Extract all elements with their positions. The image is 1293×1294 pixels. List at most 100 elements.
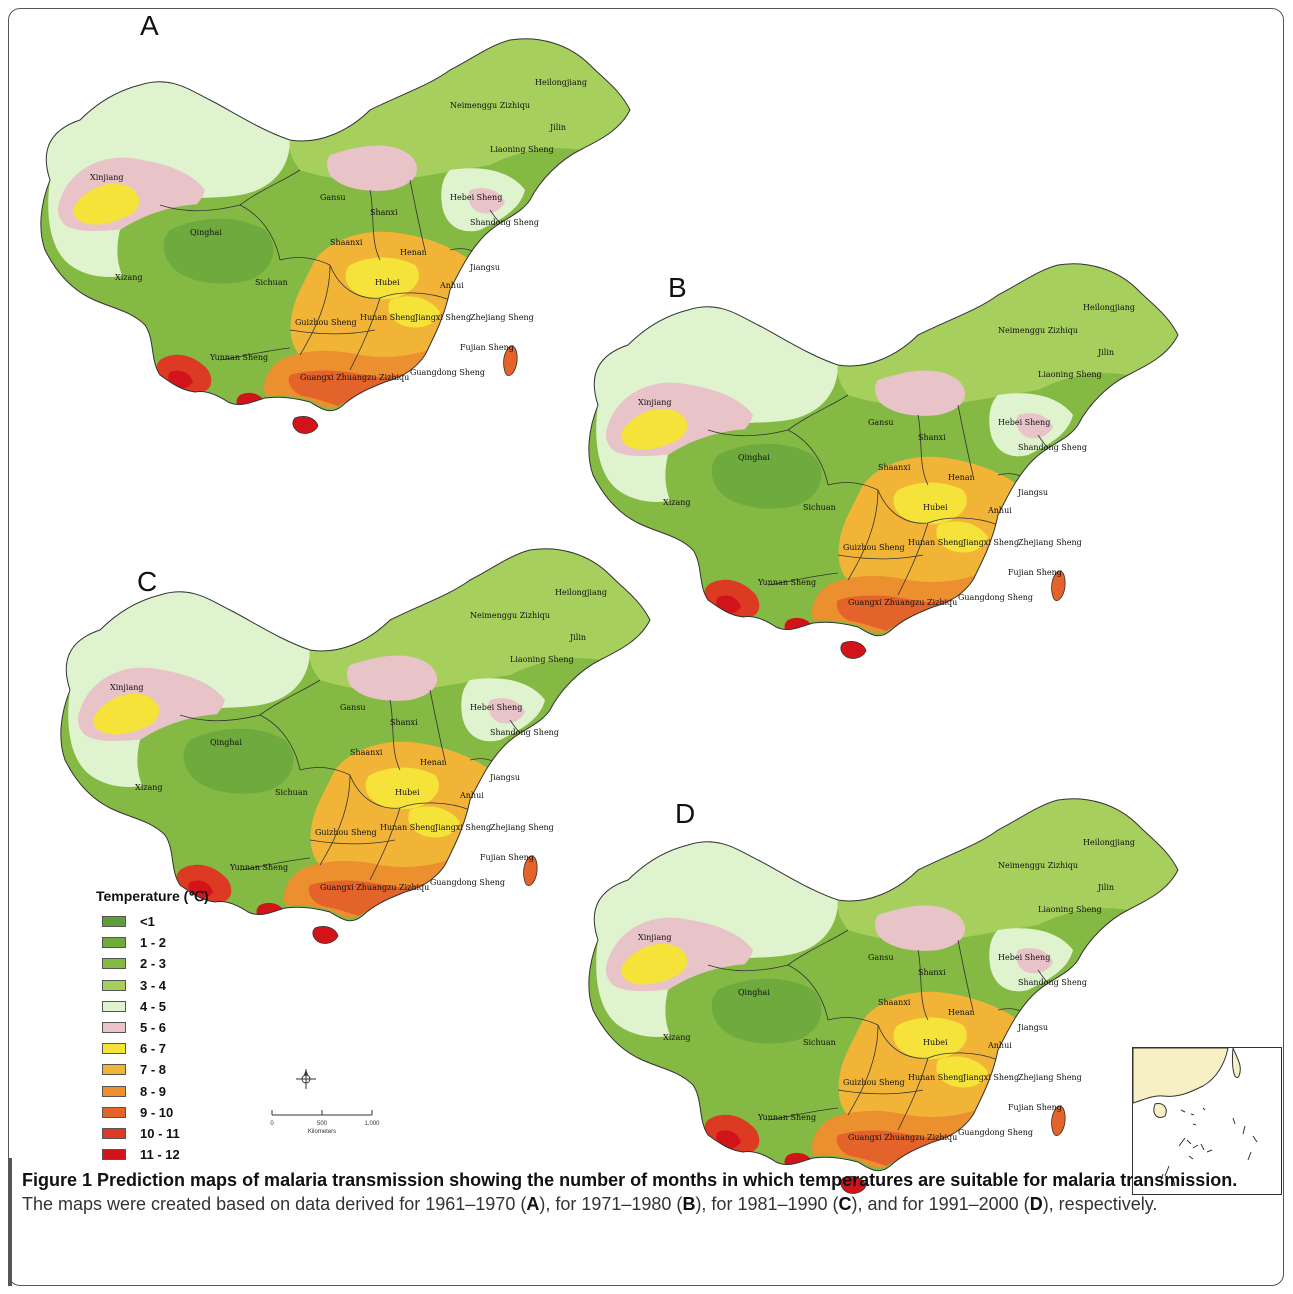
legend-item: 1 - 2	[96, 932, 266, 953]
province-label-shandong: Shandong Sheng	[470, 218, 539, 227]
temperature-band	[936, 1056, 988, 1088]
figure-caption: Figure 1 Prediction maps of malaria tran…	[22, 1168, 1272, 1216]
temperature-band	[468, 188, 505, 214]
province-border	[329, 264, 381, 299]
province-label-jilin: Jilin	[1097, 348, 1114, 357]
temperature-band	[875, 370, 966, 416]
province-border	[409, 179, 426, 251]
legend-item: 10 - 11	[96, 1123, 266, 1144]
province-border	[259, 679, 321, 716]
province-border	[847, 1024, 879, 1116]
temperature-band	[388, 296, 440, 328]
temperature-band	[836, 593, 968, 631]
temperature-band	[168, 370, 193, 389]
temperature-band	[936, 521, 988, 553]
province-label-neimenggu: Neimenggu Zizhiqu	[450, 101, 530, 110]
province-label-zhejiang: Zhejiang Sheng	[490, 823, 554, 832]
province-label-heilongjiang: Heilongjiang	[1083, 838, 1135, 847]
temperature-band	[1016, 413, 1053, 439]
country-border	[588, 798, 1179, 1172]
caption-text-3: ), for 1981–1990 (	[695, 1194, 839, 1214]
temperature-legend: Temperature (℃) <1 1 - 2 2 - 3 3 - 4 4 - 5 5 …	[96, 888, 266, 1165]
legend-swatch	[102, 1064, 126, 1076]
province-label-guangdong: Guangdong Sheng	[410, 368, 485, 377]
temperature-band	[621, 408, 688, 450]
legend-item: 11 - 12	[96, 1144, 266, 1165]
province-border	[389, 699, 401, 771]
figure-frame	[8, 8, 1284, 1286]
province-label-liaoning: Liaoning Sheng	[510, 655, 574, 664]
legend-swatch	[102, 1022, 126, 1034]
province-label-xizang: Xizang	[115, 273, 143, 282]
legend-item: 3 - 4	[96, 975, 266, 996]
legend-swatch	[102, 1000, 126, 1012]
legend-item: 5 - 6	[96, 1017, 266, 1038]
caption-ref-c: C	[838, 1194, 852, 1214]
legend-label: 5 - 6	[140, 1020, 167, 1036]
province-label-shaanxi: Shaanxi	[330, 238, 363, 247]
province-label-jilin: Jilin	[1097, 883, 1114, 892]
province-label-xizang: Xizang	[135, 783, 163, 792]
province-label-shandong: Shandong Sheng	[490, 728, 559, 737]
province-label-qinghai: Qinghai	[738, 453, 770, 462]
country-border	[588, 263, 1179, 637]
caption-accent-bar	[8, 1158, 12, 1286]
province-label-guizhou: Guizhou Sheng	[843, 1078, 905, 1087]
province-label-qinghai: Qinghai	[210, 738, 242, 747]
scale-bar: 0 500 1,000 Kilometers	[268, 1065, 388, 1145]
legend-label: 7 - 8	[140, 1062, 167, 1078]
temperature-band	[347, 655, 438, 701]
temperature-band	[408, 806, 460, 838]
province-border	[299, 767, 351, 776]
legend-title: Temperature (℃)	[96, 888, 209, 904]
province-label-neimenggu: Neimenggu Zizhiqu	[470, 611, 550, 620]
province-label-xizang: Xizang	[663, 1033, 691, 1042]
legend-swatch	[102, 916, 126, 928]
temperature-band	[93, 693, 160, 735]
province-label-jiangxi: Jiangxi Sheng	[434, 823, 491, 832]
province-label-guangxi: Guangxi Zhuangzu Zizhiqu	[848, 1133, 957, 1142]
province-label-guangxi: Guangxi Zhuangzu Zizhiqu	[320, 883, 429, 892]
province-label-shaanxi: Shaanxi	[878, 998, 911, 1007]
province-label-jiangxi: Jiangxi Sheng	[414, 313, 471, 322]
legend-item: 8 - 9	[96, 1081, 266, 1102]
province-label-neimenggu: Neimenggu Zizhiqu	[998, 861, 1078, 870]
province-label-liaoning: Liaoning Sheng	[490, 145, 554, 154]
province-border	[837, 1089, 924, 1095]
province-label-shaanxi: Shaanxi	[878, 463, 911, 472]
province-label-anhui: Anhui	[439, 281, 464, 290]
province-label-shaanxi: Shaanxi	[350, 748, 383, 757]
province-label-liaoning: Liaoning Sheng	[1038, 370, 1102, 379]
temperature-band	[716, 1130, 741, 1149]
province-border	[767, 1107, 839, 1121]
temperature-band	[290, 231, 479, 372]
panel-letter-d: D	[675, 798, 696, 829]
temperature-band	[365, 767, 439, 810]
panel-letter-c: C	[137, 566, 158, 597]
map-panel-b: Heilongjiang Neimenggu Zizhiqu Jilin Liaoni…	[578, 255, 1188, 665]
panel-letter-a: A	[140, 10, 159, 41]
scale-tick-1000: 1,000	[364, 1121, 380, 1127]
province-label-sichuan: Sichuan	[803, 1038, 836, 1047]
legend-swatch	[102, 1043, 126, 1055]
temperature-band	[836, 1128, 968, 1166]
legend-label: 11 - 12	[140, 1147, 180, 1163]
legend-item: 9 - 10	[96, 1102, 266, 1123]
legend-item: <1	[96, 911, 266, 932]
province-label-heilongjiang: Heilongjiang	[1083, 303, 1135, 312]
temperature-band	[308, 878, 440, 916]
province-border	[429, 689, 446, 761]
legend-swatch	[102, 1127, 126, 1139]
north-arrow-icon	[296, 1069, 316, 1089]
province-label-jilin: Jilin	[569, 633, 586, 642]
province-label-hunan: Hunan Sheng	[360, 313, 415, 322]
province-border	[877, 1024, 929, 1059]
taiwan-island	[1051, 1105, 1066, 1136]
province-label-henan: Henan	[948, 473, 975, 482]
temperature-band	[183, 728, 294, 794]
province-label-jilin: Jilin	[549, 123, 566, 132]
caption-ref-b: B	[682, 1194, 696, 1214]
map-panel-c: Heilongjiang Neimenggu Zizhiqu Jilin Liaoni…	[50, 540, 660, 950]
scale-tick-500: 500	[317, 1121, 328, 1127]
province-label-guangxi: Guangxi Zhuangzu Zizhiqu	[848, 598, 957, 607]
